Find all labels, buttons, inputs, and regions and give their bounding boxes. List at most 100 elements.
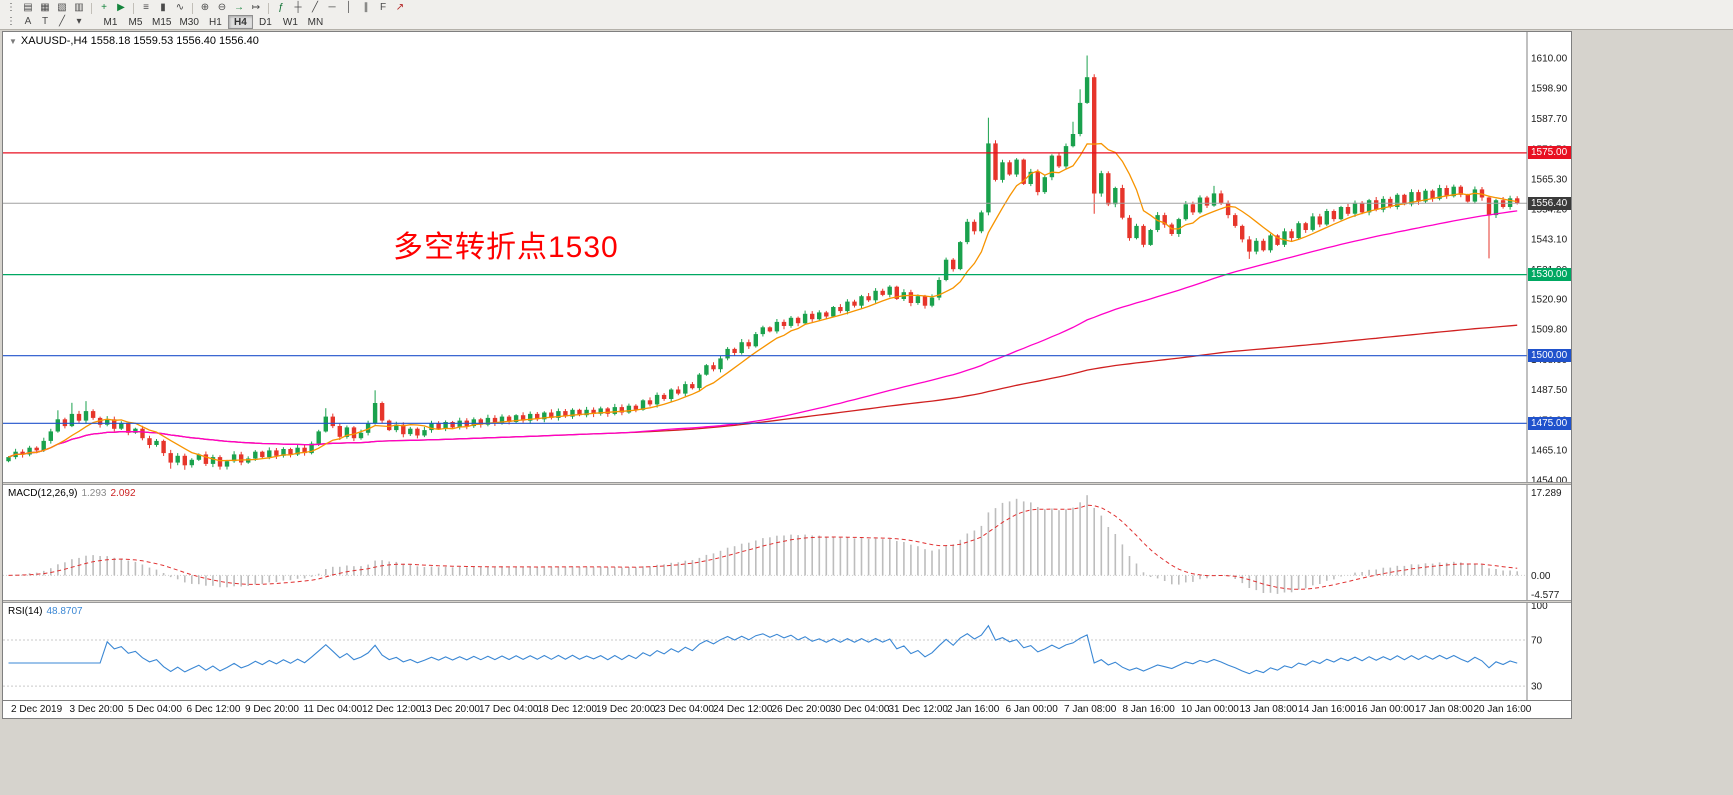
- zoom-out-icon[interactable]: ⊖: [217, 2, 227, 13]
- fibonacci-icon[interactable]: F: [379, 2, 387, 13]
- macd-main-value: 1.293: [81, 488, 107, 499]
- time-axis[interactable]: 2 Dec 2019 3 Dec 20:00 5 Dec 04:00 6 Dec 12…: [3, 700, 1571, 718]
- toolbar-separator: [192, 2, 193, 14]
- macd-signal-value: 2.092: [110, 488, 136, 499]
- timeframe-m15[interactable]: M15: [152, 17, 172, 28]
- rsi-tick: 30: [1531, 682, 1543, 693]
- macd-tick: -4.577: [1531, 590, 1560, 600]
- time-tick: 17 Dec 04:00: [479, 704, 539, 715]
- time-tick: 17 Jan 08:00: [1415, 704, 1473, 715]
- window-background: [0, 720, 1574, 795]
- time-tick: 6 Dec 12:00: [186, 704, 241, 715]
- time-tick: 2 Dec 2019: [11, 704, 63, 715]
- autotrading-icon[interactable]: ▶: [117, 2, 125, 13]
- toolbar-row-2: ⋮ A T ╱ ▾ M1 M5 M15 M30 H1 H4 D1 W1 MN: [3, 15, 1730, 29]
- symbol-ohlc-text: XAUUSD-,H4 1558.18 1559.53 1556.40 1556.…: [20, 35, 259, 47]
- time-tick: 5 Dec 04:00: [128, 704, 182, 715]
- time-tick: 9 Dec 20:00: [245, 704, 299, 715]
- price-tick: 1587.70: [1531, 114, 1568, 125]
- rsi-line: [8, 624, 1518, 675]
- ma-fast-line: [8, 142, 1518, 462]
- rsi-tick: 70: [1531, 636, 1543, 647]
- arrows-icon[interactable]: ↗: [395, 2, 405, 13]
- time-tick: 23 Dec 04:00: [654, 704, 715, 715]
- timeframe-h1[interactable]: H1: [209, 17, 222, 28]
- rsi-panel[interactable]: 100 70 30 RSI(14) 48.8707: [3, 603, 1571, 700]
- time-tick: 16 Jan 00:00: [1356, 704, 1415, 715]
- candles-layer: [6, 55, 1520, 470]
- line-chart-icon[interactable]: ∿: [175, 2, 185, 13]
- hline-price-label[interactable]: 1575.00: [1528, 146, 1571, 160]
- main-chart-canvas[interactable]: 1610.001598.901587.701576.501565.301554.…: [3, 32, 1571, 482]
- toolbar: ⋮ ▤ ▦ ▧ ▥ + ▶ ≡ ▮ ∿ ⊕ ⊖ → ↦ ƒ ┼ ╱ ─ │ ∥ F ↗ ⋮ A T ╱ ▾ M1 M5 M15 M30 H…: [0, 0, 1733, 30]
- price-tick: 1509.80: [1531, 325, 1568, 336]
- timeframe-w1[interactable]: W1: [282, 17, 298, 28]
- macd-histogram: [14, 495, 1518, 594]
- crosshair-icon[interactable]: ┼: [294, 2, 302, 13]
- timeframe-d1[interactable]: D1: [259, 17, 272, 28]
- macd-canvas[interactable]: 17.289 0.00 -4.577: [3, 485, 1571, 600]
- toolbar-grip-icon[interactable]: ⋮: [6, 16, 16, 27]
- new-order-icon[interactable]: +: [101, 2, 107, 13]
- price-axis[interactable]: [1527, 32, 1571, 482]
- panel-splitter[interactable]: [3, 482, 1571, 485]
- time-tick: 13 Dec 20:00: [420, 704, 481, 715]
- auto-scroll-icon[interactable]: →: [234, 2, 244, 13]
- time-tick: 13 Jan 08:00: [1239, 704, 1298, 715]
- timeframe-m30[interactable]: M30: [179, 17, 199, 28]
- time-tick: 3 Dec 20:00: [69, 704, 124, 715]
- bars-chart-icon[interactable]: ≡: [143, 2, 149, 13]
- timeframe-mn[interactable]: MN: [307, 17, 324, 28]
- toolbar-separator: [268, 2, 269, 14]
- line-style-icon[interactable]: ╱: [58, 16, 66, 27]
- macd-label: MACD(12,26,9) 1.293 2.092: [8, 488, 136, 499]
- timeframe-m5[interactable]: M5: [128, 17, 143, 28]
- trendline-icon[interactable]: ╱: [311, 2, 319, 13]
- bid-price-label: 1556.40: [1528, 196, 1571, 210]
- price-tick: 1610.00: [1531, 54, 1568, 65]
- text-tool-icon[interactable]: A: [24, 16, 32, 27]
- hline-price-label[interactable]: 1500.00: [1528, 349, 1571, 363]
- hline-price-label[interactable]: 1530.00: [1528, 268, 1571, 282]
- timeframe-m1[interactable]: M1: [103, 17, 118, 28]
- time-tick: 19 Dec 20:00: [596, 704, 656, 715]
- time-tick: 6 Jan 00:00: [1005, 704, 1058, 715]
- one-click-trading-collapse-icon[interactable]: ▼: [9, 37, 17, 46]
- toolbar-separator: [133, 2, 134, 14]
- macd-tick: 17.289: [1531, 488, 1562, 499]
- data-window-icon[interactable]: ▦: [40, 2, 50, 13]
- rsi-label: RSI(14) 48.8707: [8, 606, 83, 617]
- macd-signal-line: [8, 504, 1518, 590]
- toolbar-row-1: ⋮ ▤ ▦ ▧ ▥ + ▶ ≡ ▮ ∿ ⊕ ⊖ → ↦ ƒ ┼ ╱ ─ │ ∥ F ↗: [3, 1, 1730, 15]
- time-tick: 30 Dec 04:00: [830, 704, 890, 715]
- time-tick: 18 Dec 12:00: [537, 704, 598, 715]
- text-label-tool-icon[interactable]: T: [41, 16, 49, 27]
- chart-window: 1610.001598.901587.701576.501565.301554.…: [2, 31, 1572, 719]
- chart-title: ▼ XAUUSD-,H4 1558.18 1559.53 1556.40 1556…: [9, 35, 259, 47]
- rsi-tick: 100: [1531, 603, 1548, 612]
- candlestick-chart-icon[interactable]: ▮: [160, 2, 166, 13]
- panel-splitter[interactable]: [3, 600, 1571, 603]
- terminal-icon[interactable]: ▥: [74, 2, 84, 13]
- toolbar-grip-icon[interactable]: ⋮: [6, 2, 16, 13]
- market-watch-icon[interactable]: ▤: [23, 2, 33, 13]
- price-tick: 1520.90: [1531, 295, 1568, 306]
- chart-annotation-text[interactable]: 多空转折点1530: [393, 231, 619, 264]
- dropdown-arrow-icon[interactable]: ▾: [76, 16, 82, 27]
- timeframe-h4[interactable]: H4: [227, 15, 253, 29]
- horizontal-line-icon[interactable]: ─: [328, 2, 336, 13]
- rsi-canvas[interactable]: 100 70 30: [3, 603, 1571, 700]
- main-chart-panel[interactable]: 1610.001598.901587.701576.501565.301554.…: [3, 32, 1571, 482]
- macd-panel[interactable]: 17.289 0.00 -4.577 MACD(12,26,9) 1.293 2.092: [3, 485, 1571, 600]
- vertical-line-icon[interactable]: │: [345, 2, 353, 13]
- zoom-in-icon[interactable]: ⊕: [200, 2, 210, 13]
- hline-price-label[interactable]: 1475.00: [1528, 416, 1571, 430]
- channel-icon[interactable]: ∥: [363, 2, 369, 13]
- toolbar-separator: [91, 2, 92, 14]
- indicators-icon[interactable]: ƒ: [278, 2, 284, 13]
- navigator-icon[interactable]: ▧: [57, 2, 67, 13]
- chart-shift-icon[interactable]: ↦: [251, 2, 261, 13]
- price-tick: 1465.10: [1531, 446, 1568, 457]
- rsi-value: 48.8707: [46, 606, 83, 617]
